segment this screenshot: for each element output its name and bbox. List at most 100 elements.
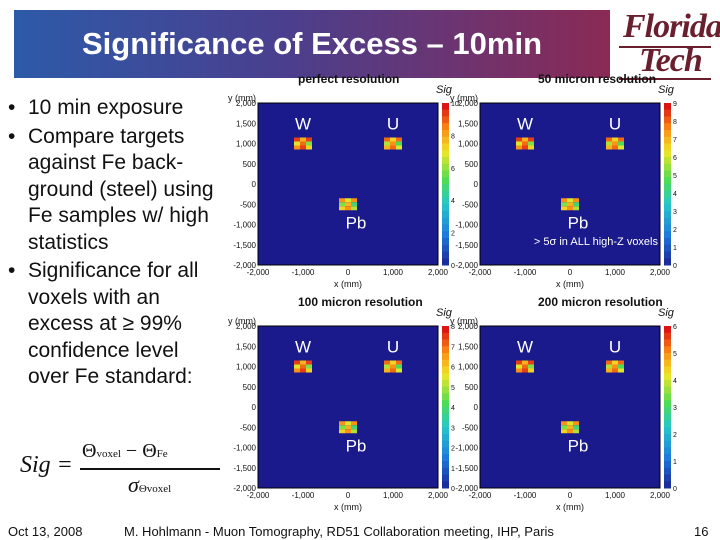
x-tick-label: 2,000 [650,491,671,500]
voxel-cell [351,198,357,203]
voxel-cell [396,360,402,365]
y-tick-label: -2,000 [455,261,478,270]
voxel-cell [567,198,573,203]
plot-area [479,102,661,266]
y-tick-label: 1,500 [458,119,479,128]
colorbar-segment [442,130,449,138]
voxel-cell [351,429,357,434]
colorbar-segment [664,224,671,232]
y-tick-label: 1,000 [236,363,257,372]
colorbar-tick-label: 4 [673,191,677,198]
colorbar-segment [442,339,449,347]
region-label-w: W [517,115,533,134]
colorbar-segment [664,157,671,165]
colorbar-tick-label: 4 [451,405,455,412]
colorbar-segment [442,447,449,455]
colorbar-tick-label: 7 [673,137,677,144]
voxel-cell [612,360,618,365]
x-tick-label: -2,000 [469,268,492,277]
region-label-u: U [609,115,621,134]
colorbar-segment [664,393,671,401]
voxel-cell [573,206,579,211]
y-tick-label: 2,000 [236,99,257,108]
colorbar-segment [664,407,671,415]
x-tick-label: 2,000 [650,268,671,277]
voxel-cell [516,364,522,369]
colorbar-segment [442,326,449,334]
colorbar-tick-label: 1 [673,459,677,466]
y-tick-label: 2,000 [458,322,479,331]
voxel-cell [300,364,306,369]
voxel-cell [612,145,618,150]
colorbar-segment [442,231,449,239]
colorbar-segment [442,170,449,178]
y-axis-label: y (mm) [450,316,478,326]
y-tick-label: 2,000 [458,99,479,108]
voxel-cell [522,368,528,373]
y-tick-label: 0 [252,403,257,412]
region-label-w: W [295,338,311,357]
colorbar-tick-label: 5 [451,385,455,392]
voxel-cell [390,360,396,365]
voxel-cell [522,137,528,142]
x-tick-label: -1,000 [292,268,315,277]
voxel-cell [345,429,351,434]
voxel-cell [567,206,573,211]
y-tick-label: 2,000 [236,322,257,331]
colorbar-segment [664,461,671,469]
voxel-cell [522,145,528,150]
voxel-cell [306,368,312,373]
colorbar-segment [442,157,449,165]
voxel-cell [390,141,396,146]
region-label-pb: Pb [346,213,367,232]
colorbar-segment [442,373,449,381]
colorbar-segment [664,170,671,178]
formula-fraction-bar [80,468,220,470]
colorbar-label: Sig [436,84,453,96]
plot-area [479,325,661,489]
colorbar-tick-label: 3 [673,209,677,216]
voxel-cell [522,141,528,146]
colorbar-segment [442,420,449,428]
voxel-cell [522,360,528,365]
colorbar-segment [664,366,671,374]
voxel-cell [396,141,402,146]
colorbar-segment [664,123,671,131]
colorbar-segment [442,353,449,361]
colorbar-segment [442,244,449,252]
colorbar-segment [664,326,671,334]
colorbar-segment [664,197,671,205]
region-label-w: W [295,115,311,134]
colorbar-segment [442,393,449,401]
colorbar-segment [664,204,671,212]
voxel-cell [612,141,618,146]
colorbar-segment [442,143,449,151]
colorbar-label: Sig [436,307,453,319]
x-tick-label: -1,000 [514,268,537,277]
colorbar-tick-label: 1 [451,466,455,473]
voxel-cell [528,141,534,146]
voxel-cell [573,198,579,203]
formula-sigma: σ [128,472,139,497]
y-tick-label: -500 [462,200,479,209]
colorbar-segment [664,380,671,388]
colorbar-segment [664,481,671,489]
colorbar-segment [664,346,671,354]
region-label-u: U [609,338,621,357]
voxel-cell [396,364,402,369]
colorbar-segment [664,116,671,124]
colorbar-segment [664,359,671,367]
voxel-cell [390,137,396,142]
colorbar-tick-label: 4 [451,198,455,205]
colorbar-segment [664,177,671,185]
voxel-cell [339,206,345,211]
voxel-cell [528,145,534,150]
colorbar-segment [442,238,449,246]
significance-formula: Sig = Θvoxel − ΘFe σΘvoxel [20,440,220,510]
voxel-cell [612,368,618,373]
voxel-cell [339,198,345,203]
voxel-cell [528,368,534,373]
x-tick-label: -1,000 [292,491,315,500]
voxel-cell [561,421,567,426]
colorbar-segment [664,420,671,428]
